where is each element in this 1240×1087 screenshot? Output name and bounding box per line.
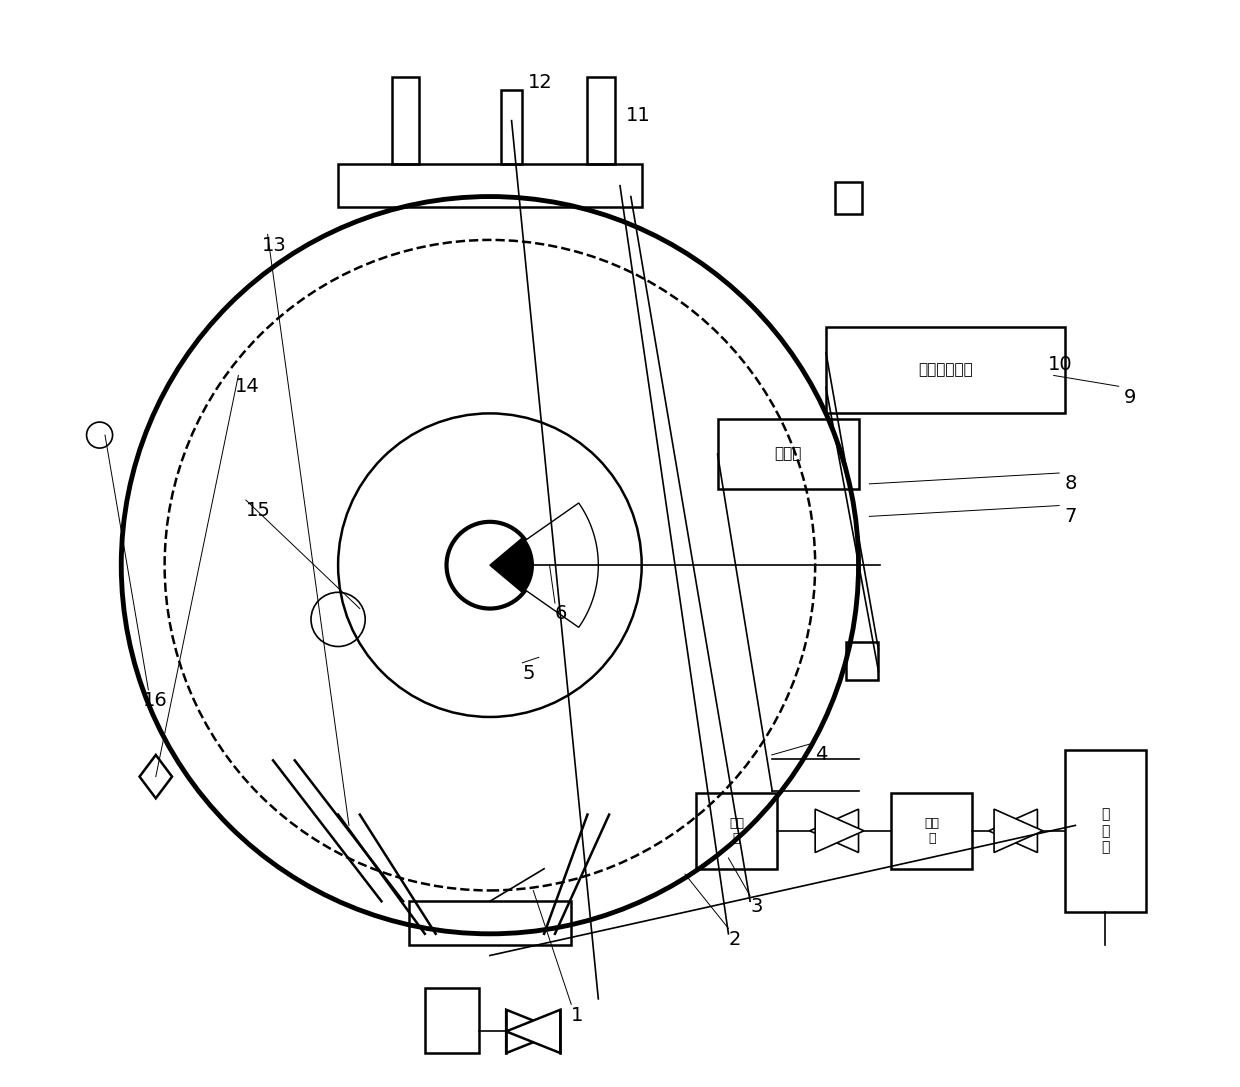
Bar (826, 327, 1064, 413)
Text: 储气
室: 储气 室 (924, 816, 939, 845)
Polygon shape (140, 755, 172, 798)
Text: 13: 13 (262, 236, 286, 254)
Bar (392, 77, 419, 164)
Text: 5: 5 (522, 664, 534, 683)
Bar (339, 164, 641, 208)
Text: 16: 16 (143, 691, 167, 710)
Text: 空
压
机: 空 压 机 (1101, 808, 1110, 854)
Text: 7: 7 (1064, 507, 1076, 526)
Text: 15: 15 (246, 501, 270, 521)
Text: 10: 10 (1048, 355, 1073, 374)
Bar (501, 90, 522, 164)
Polygon shape (810, 809, 858, 852)
Polygon shape (815, 809, 864, 852)
Bar (425, 988, 479, 1053)
Bar (835, 182, 862, 214)
Text: 12: 12 (528, 73, 553, 92)
Text: 4: 4 (815, 746, 827, 764)
Text: 6: 6 (556, 604, 568, 624)
Polygon shape (526, 503, 599, 627)
Bar (718, 418, 858, 489)
Text: 14: 14 (236, 377, 260, 396)
Text: 数据采集系统: 数据采集系统 (918, 363, 972, 377)
Text: 9: 9 (1125, 388, 1137, 407)
Bar (892, 792, 972, 869)
Polygon shape (506, 1010, 560, 1053)
Text: 1: 1 (572, 1005, 584, 1025)
Text: 3: 3 (750, 897, 763, 916)
Polygon shape (988, 809, 1038, 852)
Polygon shape (506, 1010, 560, 1053)
Bar (408, 901, 572, 945)
Bar (846, 642, 878, 680)
Bar (696, 792, 777, 869)
Text: 8: 8 (1064, 474, 1076, 493)
Polygon shape (490, 537, 533, 594)
Text: 真空泵: 真空泵 (774, 447, 802, 462)
Polygon shape (994, 809, 1043, 852)
Bar (1064, 750, 1146, 912)
Text: 11: 11 (625, 105, 650, 125)
Bar (588, 77, 615, 164)
Text: 阀液
室: 阀液 室 (729, 816, 744, 845)
Text: 2: 2 (728, 929, 740, 949)
